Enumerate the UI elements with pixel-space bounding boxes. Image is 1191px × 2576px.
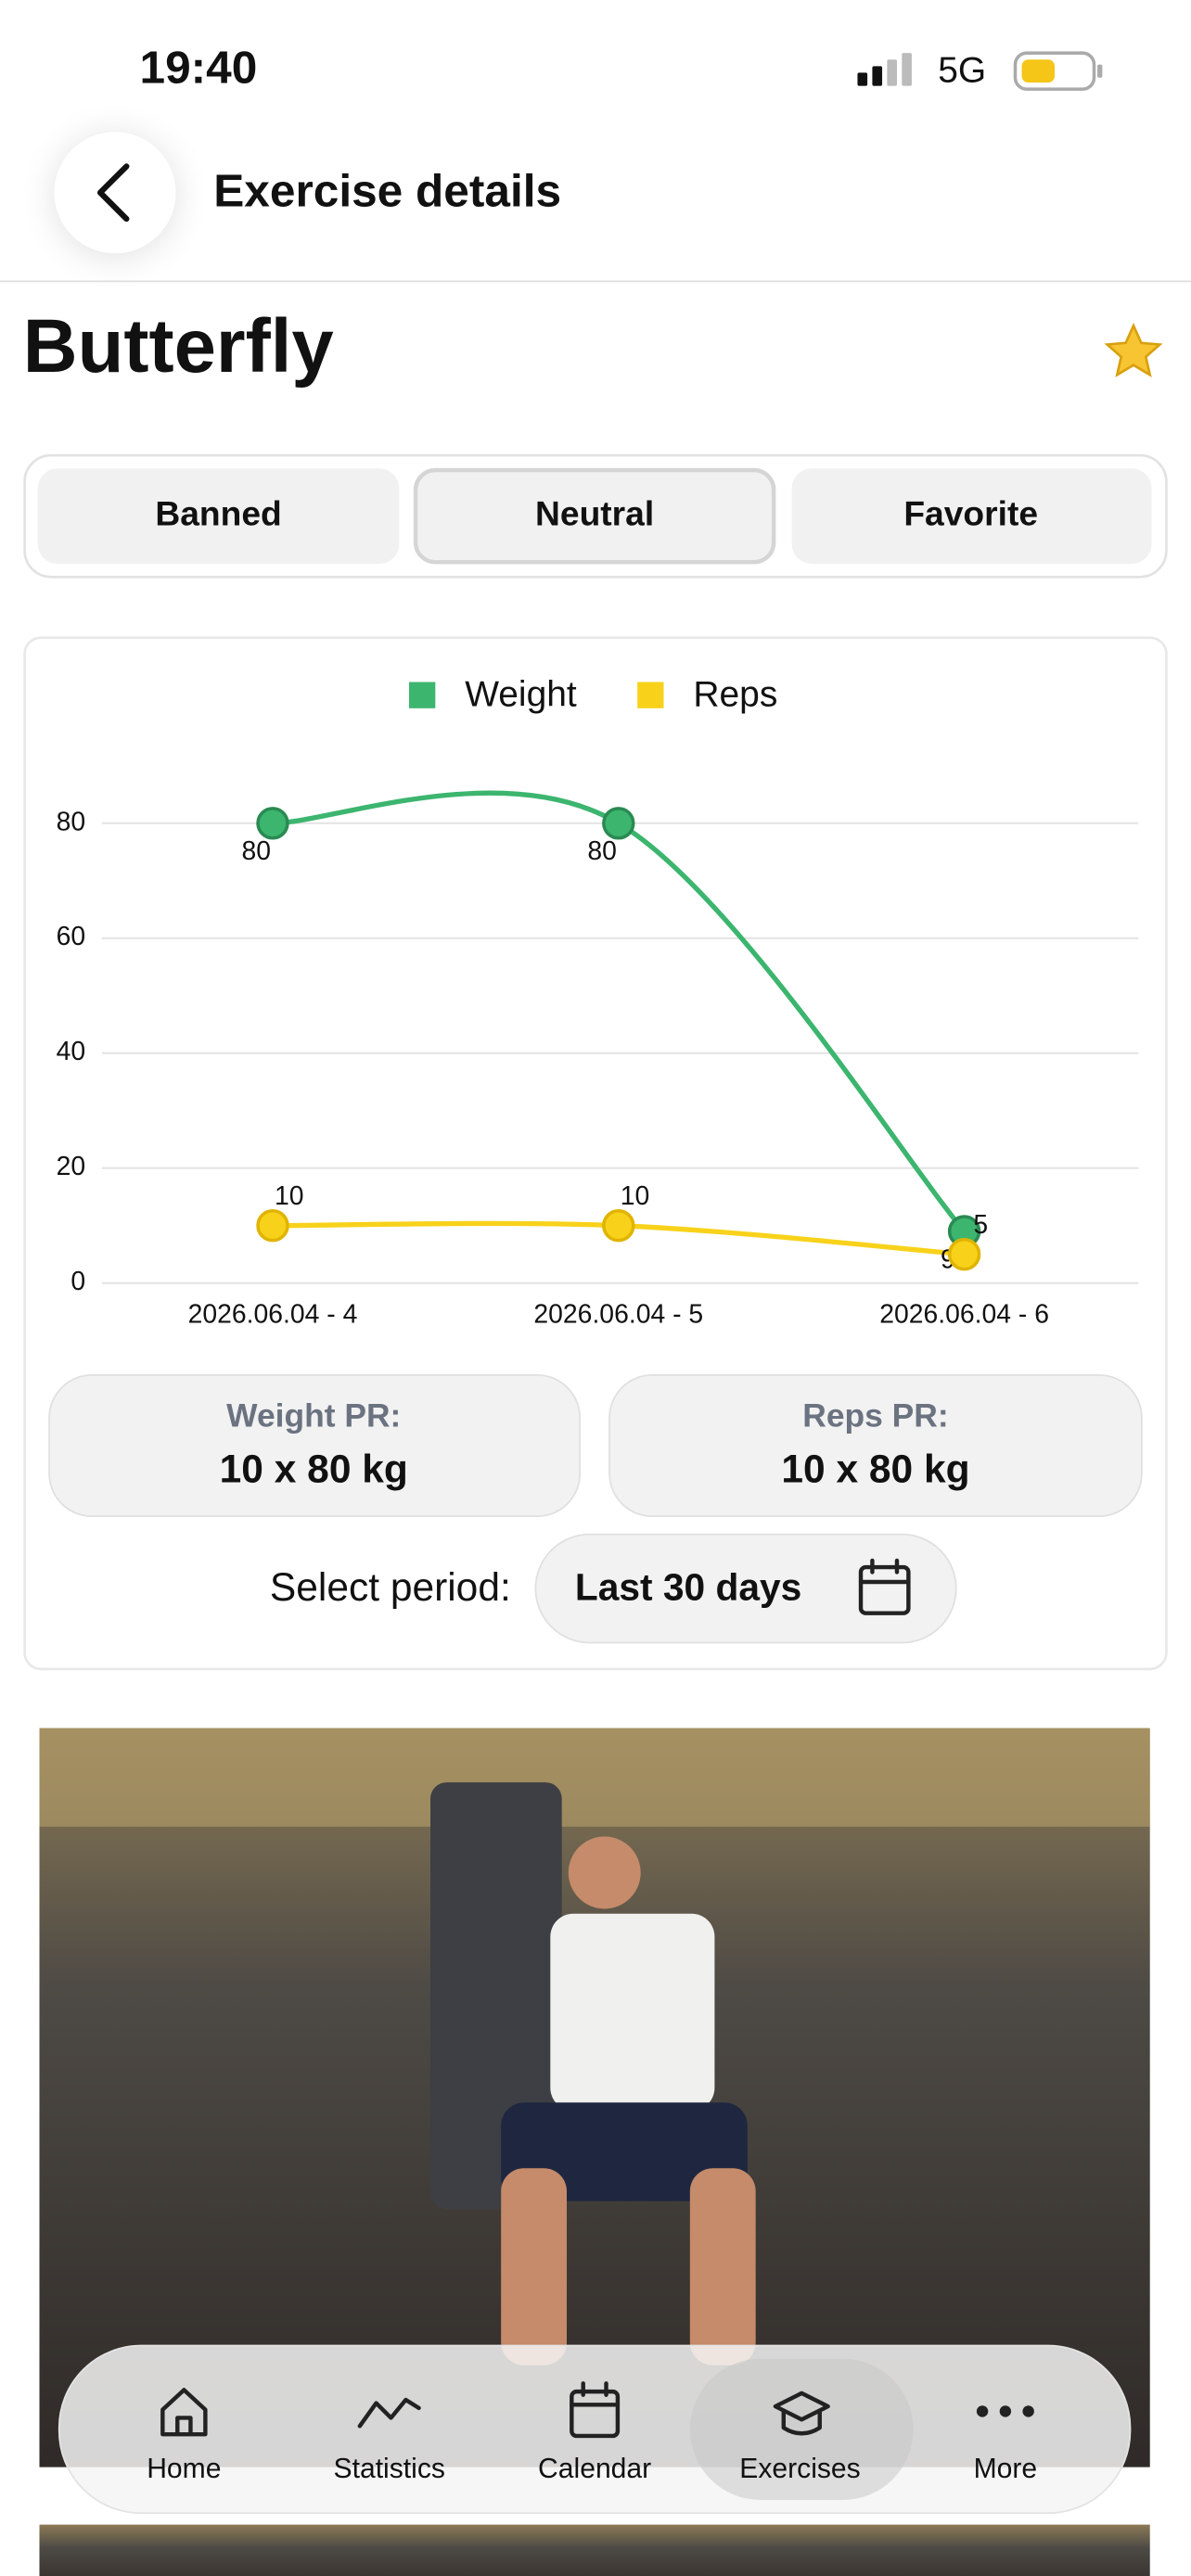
data-point xyxy=(256,1208,289,1243)
status-time: 19:40 xyxy=(140,42,258,94)
data-point xyxy=(602,1208,635,1243)
pr-value: 10 x 80 kg xyxy=(781,1448,969,1492)
pr-value: 10 x 80 kg xyxy=(220,1448,408,1492)
x-tick-label: 2026.06.04 - 6 xyxy=(879,1300,1049,1330)
tab-label: Exercises xyxy=(739,2454,860,2484)
data-label: 80 xyxy=(242,836,272,866)
data-point xyxy=(947,1237,981,1271)
y-tick-label: 80 xyxy=(57,807,86,836)
data-point xyxy=(256,807,289,840)
tab-active-bg xyxy=(689,2358,914,2501)
period-value: Last 30 days xyxy=(575,1566,801,1609)
legend-label: Weight xyxy=(465,675,577,715)
home-icon xyxy=(160,2388,208,2437)
pr-card xyxy=(608,1373,1143,1518)
calendar-tab-icon xyxy=(570,2381,621,2439)
preference-button[interactable] xyxy=(37,468,400,564)
pr-card xyxy=(48,1373,582,1518)
y-tick-label: 40 xyxy=(57,1037,86,1066)
legend-label: Reps xyxy=(693,675,777,715)
tab-label: More xyxy=(974,2454,1038,2484)
tab-label: Calendar xyxy=(538,2454,651,2484)
back-button[interactable] xyxy=(54,132,176,254)
preference-button-selected[interactable] xyxy=(413,467,776,565)
x-tick-label: 2026.06.04 - 5 xyxy=(533,1300,703,1330)
series-line xyxy=(272,790,967,1233)
y-tick-label: 20 xyxy=(57,1152,86,1181)
preference-label: Favorite xyxy=(903,493,1038,532)
status-network: 5G xyxy=(938,51,986,91)
image-figure xyxy=(430,1782,756,2366)
battery-icon xyxy=(1013,51,1103,91)
period-label: Select period: xyxy=(270,1566,511,1610)
y-tick-label: 60 xyxy=(57,922,86,951)
pr-label: Reps PR: xyxy=(802,1396,948,1434)
legend-swatch xyxy=(408,682,436,708)
tab-label: Statistics xyxy=(334,2454,445,2484)
data-label: 80 xyxy=(587,836,617,866)
exercise-image xyxy=(39,2524,1150,2576)
y-tick-label: 0 xyxy=(70,1267,85,1296)
exercises-icon xyxy=(773,2391,830,2436)
legend-swatch xyxy=(637,682,664,708)
chart: 0 20 40 60 80 2026.06.04 - 4 2026.06.04 - 5 202… xyxy=(57,675,1139,1330)
period-picker[interactable] xyxy=(534,1533,957,1644)
tab-label: Home xyxy=(147,2454,221,2484)
signal-icon xyxy=(857,53,912,86)
data-label: 5 xyxy=(973,1210,988,1240)
calendar-icon xyxy=(858,1558,911,1615)
preference-label: Neutral xyxy=(535,493,654,532)
header-title: Exercise details xyxy=(213,165,561,217)
exercise-name: Butterfly xyxy=(23,304,334,389)
image-ceiling xyxy=(39,1728,1150,1827)
data-point xyxy=(602,807,635,840)
statistics-icon xyxy=(357,2397,421,2429)
data-label: 10 xyxy=(621,1181,650,1211)
preference-label: Banned xyxy=(155,493,281,532)
x-tick-label: 2026.06.04 - 4 xyxy=(188,1300,358,1330)
data-label: 10 xyxy=(275,1181,304,1211)
back-icon xyxy=(96,163,130,223)
favorite-star[interactable] xyxy=(1104,322,1163,378)
preference-button[interactable] xyxy=(791,468,1152,564)
pr-label: Weight PR: xyxy=(226,1396,401,1434)
more-icon xyxy=(976,2405,1034,2417)
tab-bar xyxy=(58,2344,1132,2515)
